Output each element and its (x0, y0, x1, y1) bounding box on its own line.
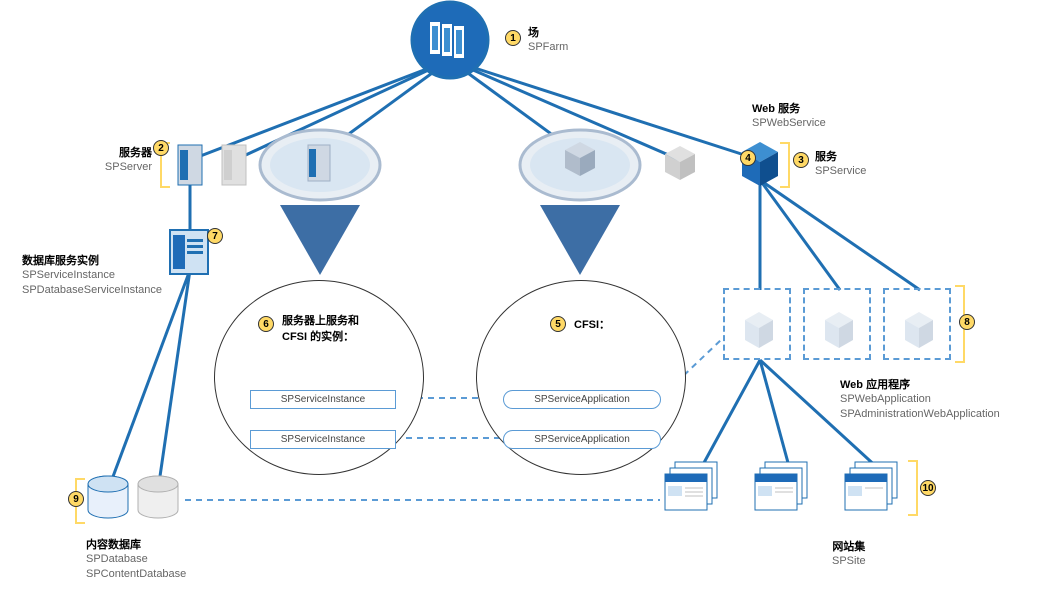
db-server-icon (170, 230, 208, 274)
site-stack-2-icon (755, 462, 807, 510)
label-contentdb: 内容数据库 SPDatabase SPContentDatabase (86, 538, 186, 581)
label-webapp: Web 应用程序 SPWebApplication SPAdministrati… (840, 378, 1000, 421)
database-icon-2 (138, 476, 178, 518)
badge-1: 1 (505, 30, 521, 46)
badge-4: 4 (740, 150, 756, 166)
magnifier-right-icon (520, 130, 640, 275)
circle5-box2: SPServiceApplication (503, 430, 661, 449)
magnifier-left-icon (260, 130, 380, 275)
service-bracket-icon (780, 142, 790, 188)
circle5-title: CFSI： (574, 316, 610, 332)
label-farm: 场 SPFarm (528, 26, 568, 55)
badge-8: 8 (959, 314, 975, 330)
label-sitecoll: 网站集 SPSite (832, 540, 866, 569)
circle6-title: 服务器上服务和 CFSI 的实例： (282, 312, 359, 344)
label-dbinst: 数据库服务实例 SPServiceInstance SPDatabaseServ… (22, 254, 162, 297)
circle6-box2: SPServiceInstance (250, 430, 396, 449)
badge-3: 3 (793, 152, 809, 168)
server-active-icon (178, 145, 202, 185)
badge-9: 9 (68, 491, 84, 507)
badge-10: 10 (920, 480, 936, 496)
site-stack-1-icon (665, 462, 717, 510)
server-gray-icon (222, 145, 246, 185)
cube-gray-icon (665, 146, 695, 180)
label-server: 服务器 SPServer (92, 146, 152, 175)
webapp-box-2 (803, 288, 871, 360)
webapp-box-1 (723, 288, 791, 360)
circle5-box1: SPServiceApplication (503, 390, 661, 409)
database-icon-1 (88, 476, 128, 518)
label-service: 服务 SPService (815, 150, 866, 179)
badge-2: 2 (153, 140, 169, 156)
site-stack-3-icon (845, 462, 897, 510)
badge-5: 5 (550, 316, 566, 332)
circle6-box1: SPServiceInstance (250, 390, 396, 409)
label-webservice: Web 服务 SPWebService (752, 102, 826, 131)
sitecoll-bracket-icon (908, 460, 918, 516)
badge-6: 6 (258, 316, 274, 332)
badge-7: 7 (207, 228, 223, 244)
webapp-box-3 (883, 288, 951, 360)
